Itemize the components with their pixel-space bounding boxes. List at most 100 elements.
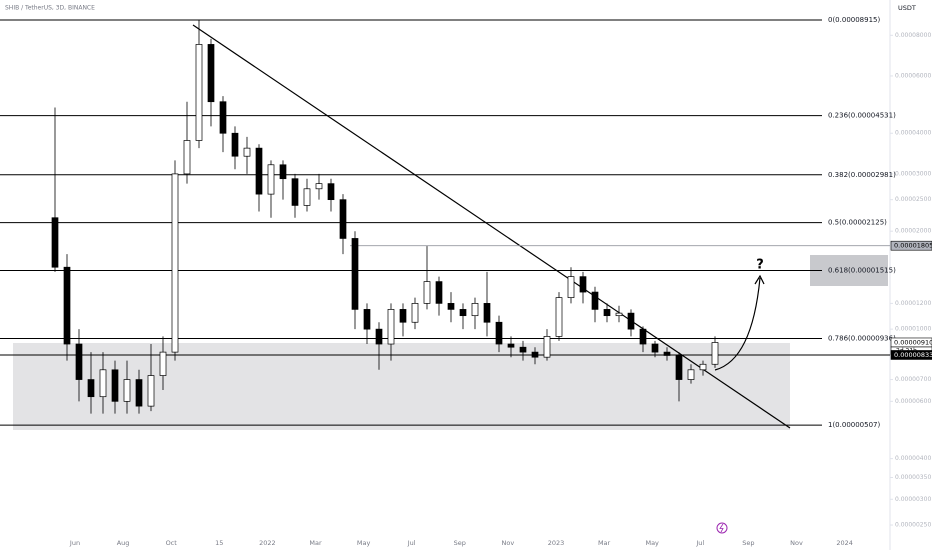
candle-body (675, 355, 683, 380)
candle-body (519, 346, 527, 353)
candle-body (231, 132, 239, 157)
price-label: 0.00001805 (894, 242, 932, 250)
y-tick-label: 0.00003000 (895, 170, 931, 177)
candle-body (495, 321, 503, 345)
candle-body (711, 342, 719, 365)
candle-body (207, 44, 215, 103)
candle-body (219, 101, 227, 134)
x-tick-label: Mar (309, 539, 322, 547)
candle-body (651, 343, 659, 353)
candle-body (123, 379, 131, 402)
candle-body (615, 312, 623, 317)
x-tick-label: Nov (790, 539, 803, 547)
candle-body (687, 369, 695, 380)
y-tick-label: 0.00004000 (895, 130, 931, 137)
fib-label: 0.382(0.00002981) (828, 171, 896, 179)
x-tick-label: 15 (215, 539, 223, 547)
fib-label: 0.236(0.00004531) (828, 112, 896, 120)
candle-body (159, 351, 167, 376)
arrow (714, 277, 761, 371)
x-tick-label: Mar (598, 539, 611, 547)
candle-body (423, 281, 431, 304)
candle-body (663, 351, 671, 356)
target-box (810, 255, 888, 286)
candle-body (399, 309, 407, 323)
x-tick-label: 2022 (259, 539, 276, 547)
candle-body (543, 336, 551, 358)
candle-body (603, 309, 611, 317)
candle-body (147, 375, 155, 407)
x-tick-label: May (645, 539, 659, 547)
x-tick-label: Aug (117, 539, 130, 547)
candle-body (459, 309, 467, 317)
x-tick-label: Jul (695, 539, 704, 547)
event-icon-bolt (719, 523, 724, 533)
range-box (13, 343, 790, 430)
candle-body (303, 188, 311, 206)
candle-body (411, 303, 419, 323)
x-tick-label: Oct (166, 539, 178, 547)
x-tick-label: May (357, 539, 371, 547)
y-tick-label: 0.00000250 (895, 522, 931, 529)
currency: USDT (898, 4, 916, 12)
candle-body (555, 297, 563, 337)
candle-body (375, 328, 383, 345)
candle-body (699, 363, 707, 371)
candle-body (315, 183, 323, 190)
candle-body (63, 266, 71, 345)
x-tick-label: Nov (502, 539, 515, 547)
candle-body (339, 199, 347, 239)
price-label: 0.00000833 (894, 351, 932, 359)
candle-body (579, 276, 587, 293)
candle-body (135, 379, 143, 407)
candle-body (327, 183, 335, 201)
y-tick-label: 0.00002500 (895, 196, 931, 203)
candle-body (591, 291, 599, 310)
y-tick-label: 0.00002000 (895, 228, 931, 235)
candle-body (87, 379, 95, 398)
y-tick-label: 0.00000350 (895, 474, 931, 481)
candle-body (447, 303, 455, 310)
candle-body (255, 147, 263, 195)
candle-body (75, 343, 83, 380)
candle-body (483, 303, 491, 323)
price-label-box (890, 240, 932, 251)
fib-label: 0.786(0.00000936) (828, 334, 896, 342)
fib-label: 0(0.00008915) (828, 16, 880, 24)
candle-body (387, 309, 395, 345)
x-tick-label: Jun (69, 539, 80, 547)
y-tick-label: 0.00001200 (895, 300, 931, 307)
fib-label: 0.5(0.00002125) (828, 219, 887, 227)
fib-label: 0.618(0.00001515) (828, 266, 896, 274)
candle-body (627, 312, 635, 330)
candle-body (51, 217, 59, 268)
candle-body (471, 303, 479, 317)
candle-body (639, 328, 647, 345)
candle-body (351, 238, 359, 310)
candle-body (171, 173, 179, 353)
arrow-head (754, 274, 765, 285)
x-tick-label: 2023 (548, 539, 565, 547)
price-label: 0.00000910 (894, 338, 932, 346)
candle-body (507, 343, 515, 348)
y-tick-label: 0.00000600 (895, 398, 931, 405)
y-tick-label: 0.00000400 (895, 455, 931, 462)
candle-body (291, 178, 299, 206)
y-tick-label: 0.00006000 (895, 72, 931, 79)
candle-body (363, 309, 371, 330)
candle-body (243, 147, 251, 157)
y-tick-label: 0.00008000 (895, 32, 931, 39)
x-tick-label: Sep (454, 539, 466, 547)
y-tick-label: 0.00001000 (895, 326, 931, 333)
candle-body (435, 281, 443, 304)
x-tick-label: Jul (407, 539, 416, 547)
candle-body (531, 351, 539, 358)
candle-body (195, 44, 203, 141)
candle-body (99, 369, 107, 398)
event-icon (716, 522, 728, 534)
candle-body (567, 276, 575, 298)
y-tick-label: 0.00000300 (895, 496, 931, 503)
fib-label: 1(0.00000507) (828, 421, 880, 429)
x-tick-label: 2024 (836, 539, 853, 547)
